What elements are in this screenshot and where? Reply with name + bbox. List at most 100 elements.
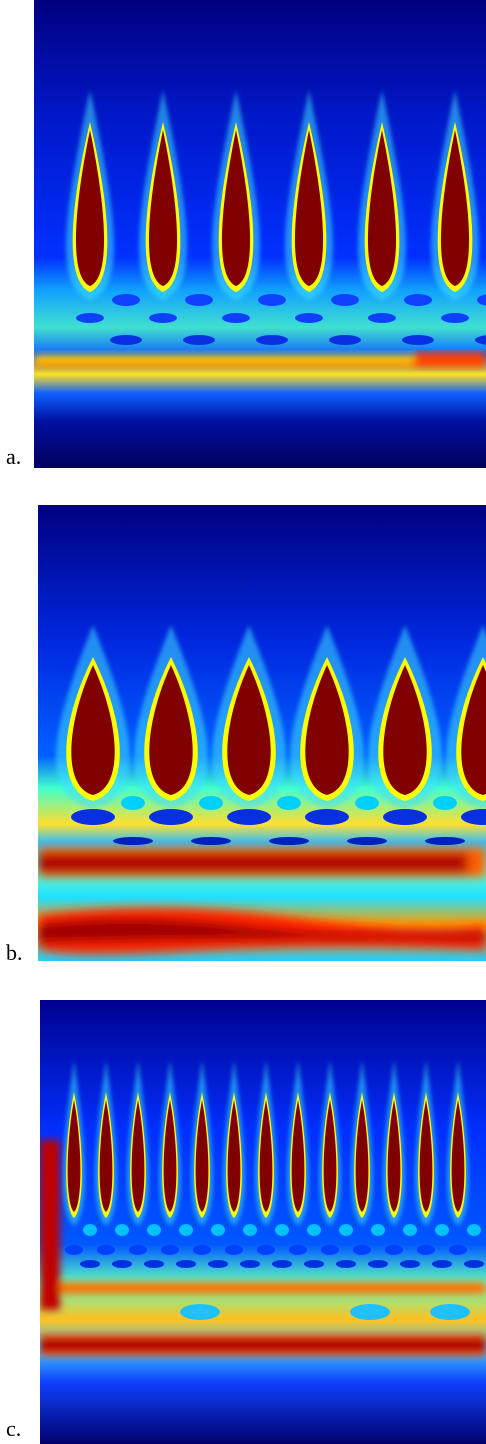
- spike: [446, 625, 486, 809]
- scalogram-dot: [430, 1304, 470, 1320]
- scalogram-dot: [211, 1224, 225, 1236]
- spike-group: [63, 1060, 469, 1226]
- spike: [139, 90, 187, 300]
- spike: [431, 90, 479, 300]
- scalogram-c: [40, 1000, 486, 1444]
- dot-row-group: [71, 796, 486, 845]
- scalogram-dot: [179, 1224, 193, 1236]
- scalogram-dot: [199, 796, 223, 810]
- scalogram-dot: [477, 294, 486, 306]
- scalogram-dot: [243, 1224, 257, 1236]
- scalogram-dot: [331, 294, 359, 306]
- scalogram-dot: [404, 294, 432, 306]
- scalogram-dot: [289, 1245, 307, 1255]
- scalogram-dot: [112, 1260, 132, 1268]
- spike: [383, 1060, 405, 1226]
- spike: [127, 1060, 149, 1226]
- scalogram-dot: [193, 1245, 211, 1255]
- scalogram-dot: [402, 335, 434, 345]
- scalogram-dot: [144, 1260, 164, 1268]
- scalogram-dot: [80, 1260, 100, 1268]
- scalogram-dot: [176, 1260, 196, 1268]
- scalogram-dot: [185, 294, 213, 306]
- scalogram-dot: [129, 1245, 147, 1255]
- scalogram-dot: [464, 1260, 484, 1268]
- scalogram-dot: [269, 837, 309, 845]
- scalogram-dot: [475, 335, 486, 345]
- scalogram-dot: [208, 1260, 228, 1268]
- scalogram-dot: [149, 809, 193, 825]
- scalogram-dot: [336, 1260, 356, 1268]
- scalogram-dot: [222, 313, 250, 323]
- spike: [287, 1060, 309, 1226]
- scalogram-dot: [425, 837, 465, 845]
- scalogram-dot: [307, 1224, 321, 1236]
- scalogram-dot: [71, 809, 115, 825]
- scalogram-dot: [467, 1224, 481, 1236]
- scalogram-dot: [383, 809, 427, 825]
- scalogram-dot: [161, 1245, 179, 1255]
- scalogram-dot: [112, 294, 140, 306]
- spike: [367, 625, 443, 809]
- spike: [133, 625, 209, 809]
- scalogram-dot: [149, 313, 177, 323]
- spike: [255, 1060, 277, 1226]
- scalogram-dot: [353, 1245, 371, 1255]
- scalogram-dot: [225, 1245, 243, 1255]
- scalogram-dot: [277, 796, 301, 810]
- spike: [66, 90, 114, 300]
- spike: [285, 90, 333, 300]
- scalogram-dot: [258, 294, 286, 306]
- scalogram-dot: [449, 1245, 467, 1255]
- scalogram-dot: [432, 1260, 452, 1268]
- scalogram-dot: [368, 313, 396, 323]
- spike: [351, 1060, 373, 1226]
- scalogram-dot: [305, 809, 349, 825]
- scalogram-dot: [110, 335, 142, 345]
- spike-group: [55, 625, 486, 809]
- panel-label-c: c.: [6, 1416, 22, 1441]
- spike: [191, 1060, 213, 1226]
- scalogram-dot: [417, 1245, 435, 1255]
- scalogram-dot: [385, 1245, 403, 1255]
- spike: [358, 90, 406, 300]
- dot-row-group: [76, 294, 486, 345]
- scalogram-dot: [256, 335, 288, 345]
- scalogram-dot: [329, 335, 361, 345]
- scalogram-dot: [400, 1260, 420, 1268]
- scalogram-a: [34, 0, 486, 468]
- scalogram-dot: [347, 837, 387, 845]
- scalogram-dot: [435, 1224, 449, 1236]
- scalogram-dot: [350, 1304, 390, 1320]
- scalogram-dot: [97, 1245, 115, 1255]
- scalogram-dot: [257, 1245, 275, 1255]
- scalogram-dot: [304, 1260, 324, 1268]
- scalogram-dot: [180, 1304, 220, 1320]
- spike: [223, 1060, 245, 1226]
- scalogram-dot: [321, 1245, 339, 1255]
- spike: [289, 625, 365, 809]
- spike: [415, 1060, 437, 1226]
- spike: [212, 90, 260, 300]
- spike: [447, 1060, 469, 1226]
- scalogram-dot: [65, 1245, 83, 1255]
- scalogram-dot: [461, 809, 486, 825]
- scalogram-dot: [240, 1260, 260, 1268]
- spike: [159, 1060, 181, 1226]
- scalogram-dot: [339, 1224, 353, 1236]
- scalogram-dot: [295, 313, 323, 323]
- scalogram-dot: [275, 1224, 289, 1236]
- scalogram-dot: [76, 313, 104, 323]
- spike: [95, 1060, 117, 1226]
- spike: [55, 625, 131, 809]
- scalogram-dot: [183, 335, 215, 345]
- panel-label-a: a.: [6, 444, 22, 469]
- scalogram-dot: [121, 796, 145, 810]
- spike: [211, 625, 287, 809]
- scalogram-dot: [115, 1224, 129, 1236]
- spike-group: [66, 90, 479, 300]
- scalogram-dot: [147, 1224, 161, 1236]
- dot-row-group: [65, 1224, 484, 1320]
- scalogram-dot: [191, 837, 231, 845]
- panel-label-b: b.: [6, 940, 23, 965]
